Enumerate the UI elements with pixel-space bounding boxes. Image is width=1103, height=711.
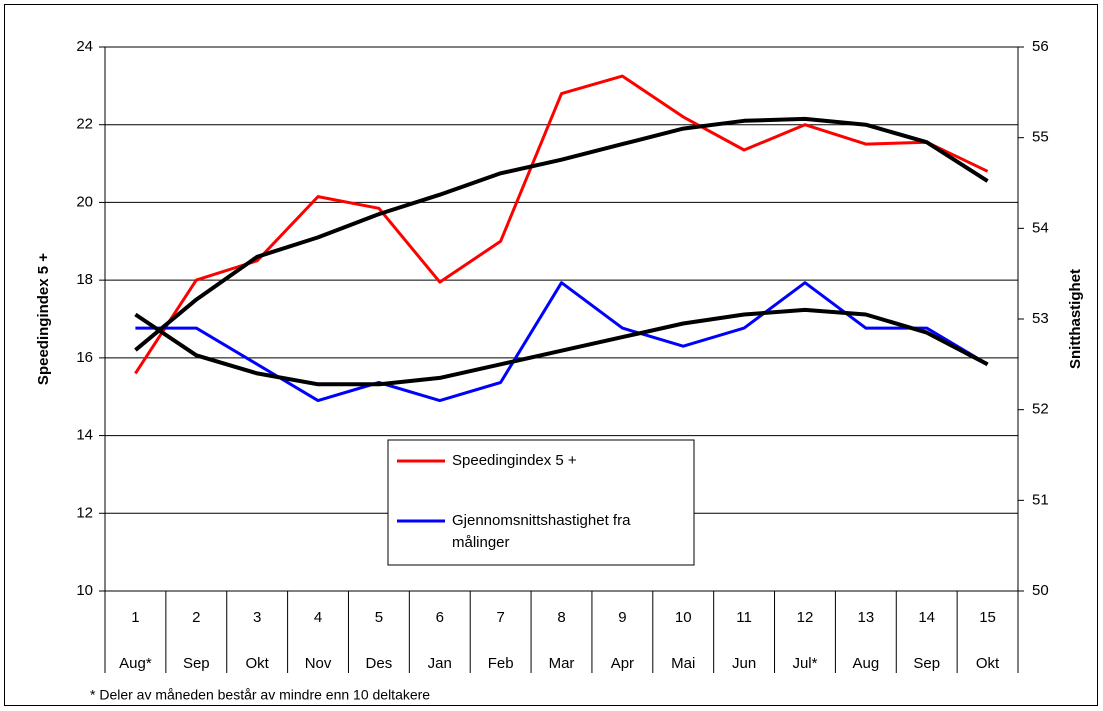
- x-tick-label: 6: [436, 609, 444, 626]
- y-tick-label: 16: [76, 349, 93, 366]
- x-month-label: Nov: [305, 655, 332, 672]
- x-tick-label: 9: [618, 609, 626, 626]
- x-tick-label: 4: [314, 609, 322, 626]
- trend-line: [134, 307, 989, 387]
- x-tick-label: 8: [557, 609, 565, 626]
- data-line: [134, 74, 989, 375]
- x-month-label: Aug: [852, 655, 879, 672]
- x-month-label: Apr: [611, 655, 634, 672]
- x-month-label: Jun: [732, 655, 756, 672]
- y-tick-label: 10: [76, 582, 93, 599]
- x-tick-label: 14: [918, 609, 935, 626]
- x-month-label: Jul*: [792, 655, 817, 672]
- y2-axis-title: Snitthastighet: [1067, 269, 1084, 369]
- y2-tick-label: 53: [1032, 310, 1049, 327]
- x-month-label: Okt: [976, 655, 1000, 672]
- x-tick-label: 3: [253, 609, 261, 626]
- x-month-label: Aug*: [119, 655, 152, 672]
- x-tick-label: 15: [979, 609, 996, 626]
- y-tick-label: 22: [76, 116, 93, 133]
- legend-label: Speedingindex 5 +: [452, 452, 577, 469]
- footnote: * Deler av måneden består av mindre enn …: [90, 687, 430, 703]
- x-month-label: Sep: [183, 655, 210, 672]
- y-tick-label: 20: [76, 193, 93, 210]
- y-tick-label: 14: [76, 427, 93, 444]
- legend-label-box: Speedingindex 5 +: [452, 452, 577, 469]
- y2-tick-label: 56: [1032, 38, 1049, 55]
- y-tick-label: 18: [76, 271, 93, 288]
- legend-label-box: Gjennomsnittshastighet fra målinger: [452, 512, 631, 551]
- x-tick-label: 5: [375, 609, 383, 626]
- x-month-label: Feb: [488, 655, 514, 672]
- y2-tick-label: 52: [1032, 401, 1049, 418]
- x-tick-label: 7: [496, 609, 504, 626]
- x-tick-label: 2: [192, 609, 200, 626]
- x-tick-label: 10: [675, 609, 692, 626]
- x-tick-label: 1: [131, 609, 139, 626]
- y-axis-title: Speedingindex 5 +: [35, 253, 52, 385]
- x-month-label: Mai: [671, 655, 695, 672]
- x-tick-label: 13: [857, 609, 874, 626]
- y-tick-label: 24: [76, 38, 93, 55]
- y2-tick-label: 54: [1032, 219, 1049, 236]
- x-tick-label: 11: [736, 609, 752, 626]
- x-month-label: Jan: [428, 655, 452, 672]
- x-tick-label: 12: [797, 609, 814, 626]
- x-month-label: Sep: [913, 655, 940, 672]
- y-tick-label: 12: [76, 504, 93, 521]
- legend-label: Gjennomsnittshastighet fra målinger: [452, 512, 631, 551]
- x-month-label: Mar: [549, 655, 575, 672]
- x-month-label: Des: [366, 655, 393, 672]
- y2-tick-label: 50: [1032, 582, 1049, 599]
- trend-line: [134, 116, 989, 352]
- y2-tick-label: 51: [1032, 491, 1049, 508]
- y2-tick-label: 55: [1032, 129, 1049, 146]
- x-month-label: Okt: [245, 655, 269, 672]
